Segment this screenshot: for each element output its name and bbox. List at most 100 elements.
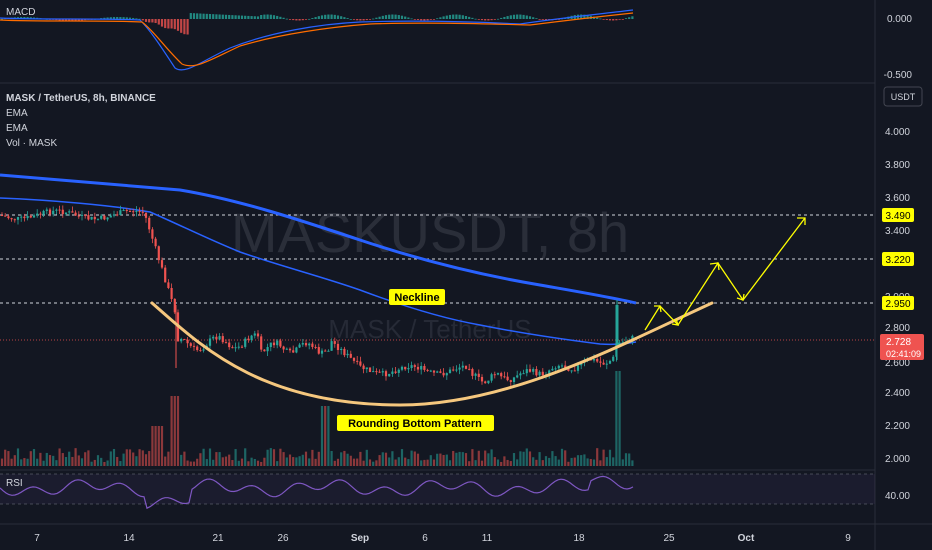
candle-body [218, 336, 221, 340]
candle-body [512, 377, 516, 382]
projection-path[interactable] [644, 217, 806, 331]
macd-histogram-bar [304, 19, 308, 20]
macd-histogram-bar [320, 15, 324, 19]
candle-body [288, 348, 292, 351]
candle-body [612, 356, 615, 361]
candle-body [228, 342, 231, 348]
macd-histogram-bar [256, 16, 260, 19]
rsi-axis-tick: 40.00 [885, 491, 910, 502]
level-badge-2950 [882, 296, 914, 310]
price-tick: 2.600 [885, 358, 910, 369]
macd-histogram-bar [272, 15, 276, 19]
macd-histogram-bar [288, 19, 292, 20]
candle-body [378, 371, 381, 373]
macd-histogram-bar [487, 19, 490, 21]
volume-bar [64, 456, 68, 466]
volume-bar [240, 458, 244, 466]
candle-body [0, 215, 4, 216]
volume-bars [0, 371, 634, 466]
macd-histogram-bar [423, 19, 426, 21]
macd-histogram-bar [276, 15, 279, 19]
macd-histogram-bar [404, 16, 407, 19]
ema-legend-2[interactable]: EMA [6, 123, 28, 134]
candle-body [77, 215, 80, 217]
volume-legend[interactable]: Vol · MASK [6, 138, 57, 149]
volume-bar [52, 455, 55, 466]
volume-bar [404, 457, 407, 466]
candle-body [541, 371, 544, 376]
currency-button[interactable] [883, 86, 923, 107]
volume-bar [416, 453, 420, 466]
volume-bar [372, 461, 375, 466]
volume-bar [400, 449, 404, 466]
volume-bar [356, 458, 359, 466]
neckline-label-box[interactable] [389, 289, 445, 305]
macd-histogram-bar [189, 13, 192, 19]
macd-histogram-bar [103, 17, 106, 19]
volume-bar [237, 460, 240, 466]
macd-histogram-bar [186, 19, 189, 35]
time-tick: Oct [738, 533, 755, 544]
candle-body [519, 373, 522, 376]
candle-body [128, 210, 132, 212]
macd-histogram-bar [365, 19, 368, 21]
candle-body [36, 213, 39, 216]
macd-histogram-bar [68, 19, 71, 21]
time-tick: 9 [845, 533, 851, 544]
candle-body [84, 214, 87, 216]
volume-bar [432, 459, 436, 466]
candle-body [576, 365, 580, 371]
level-badge-3490 [882, 208, 914, 222]
macd-histogram-bar [448, 14, 452, 19]
volume-bar [455, 452, 458, 466]
candle-body [93, 216, 96, 220]
volume-bar [263, 457, 266, 466]
candle-body [208, 338, 212, 346]
volume-bar [298, 456, 301, 466]
candle-body [279, 340, 282, 347]
volume-bar [570, 457, 573, 466]
candle-body [13, 219, 16, 221]
candle-body [119, 210, 122, 215]
candle-body [596, 359, 599, 362]
macd-histogram-bar [583, 14, 586, 19]
macd-histogram-bar [244, 15, 247, 19]
macd-histogram-bar [397, 15, 400, 19]
symbol-legend[interactable]: MASK / TetherUS, 8h, BINANCE [6, 93, 156, 104]
macd-histogram-bar [253, 16, 256, 19]
candle-body [317, 347, 320, 354]
macd-histogram-bar [528, 16, 532, 19]
macd-histogram-bar [0, 18, 4, 20]
macd-histogram-bar [231, 15, 234, 19]
candle-body [298, 344, 301, 348]
pattern-label-box[interactable] [337, 415, 494, 431]
volume-bar [516, 459, 519, 466]
volume-bar [615, 371, 618, 466]
price-tick: 4.000 [885, 127, 910, 138]
candle-body [26, 216, 29, 219]
macd-histogram-bar [199, 13, 202, 19]
volume-bar [500, 461, 503, 466]
volume-bar [116, 456, 119, 466]
candle-body [506, 376, 509, 381]
macd-histogram-bar [394, 14, 397, 19]
volume-bar [311, 449, 314, 466]
macd-histogram-bar [119, 17, 122, 19]
time-tick: 6 [422, 533, 428, 544]
volume-bar [324, 406, 327, 466]
candle-body [484, 381, 487, 384]
macd-histogram-bar [605, 19, 608, 21]
volume-bar [48, 455, 52, 466]
volume-bar [119, 461, 122, 466]
macd-histogram-bar [544, 19, 548, 21]
candle-body [100, 215, 103, 219]
candle-body [592, 359, 596, 361]
rounding-bottom-arc[interactable] [150, 301, 714, 407]
candle-body [221, 336, 224, 343]
candle-body [141, 211, 144, 213]
candle-body [192, 345, 196, 347]
ema-legend-1[interactable]: EMA [6, 108, 28, 119]
volume-bar [413, 451, 416, 466]
time-axis[interactable]: 7 14 21 26 Sep 6 11 18 25 Oct 9 [34, 533, 851, 544]
